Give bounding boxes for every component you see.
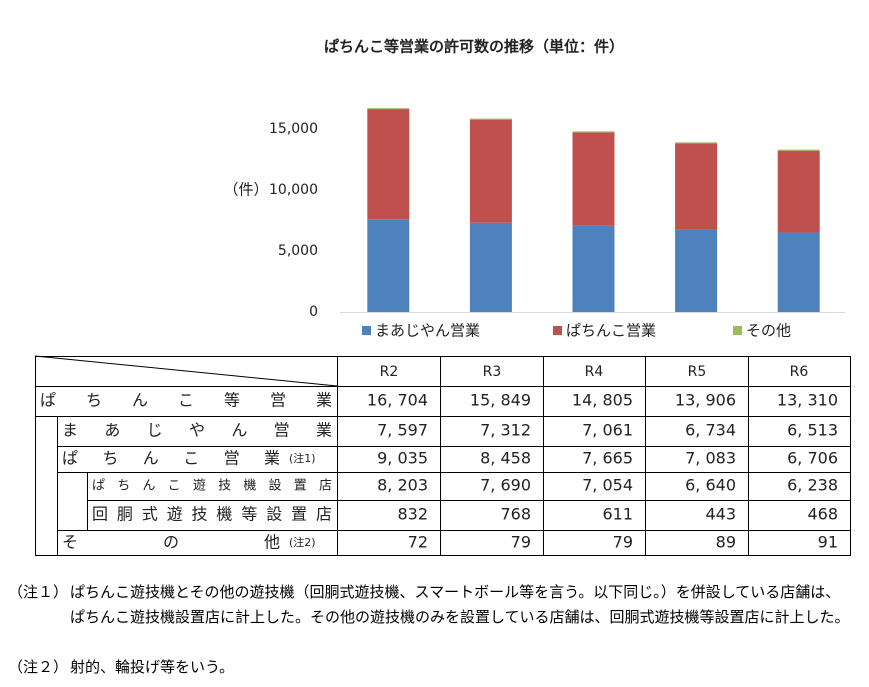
y-axis-label: （件）: [223, 181, 268, 199]
cell: 832: [397, 505, 428, 524]
bar-segment: [367, 108, 410, 110]
cell: 72: [408, 533, 428, 552]
note: （注２） 射的、輪投げ等をいう。: [8, 655, 853, 680]
bar-segment: [367, 219, 410, 312]
legend-label: まあじやん営業: [375, 322, 480, 340]
cell: 79: [511, 533, 531, 552]
row-label: ぱちんこ遊技機設置店: [92, 478, 332, 494]
bar-segment: [572, 132, 615, 226]
cell: 91: [818, 533, 838, 552]
bar-segment: [675, 229, 718, 312]
note: （注１） ぱちんこ遊技機とその他の遊技機（回胴式遊技機、スマートボール等を言う。以…: [8, 580, 853, 630]
cell: 7, 061: [582, 421, 633, 440]
bar-segment: [675, 142, 718, 144]
legend-label: ぱちんこ営業: [566, 322, 656, 340]
row-label: その他: [62, 533, 280, 552]
column-header: R6: [790, 364, 809, 380]
legend-swatch: [733, 326, 742, 335]
table-border: [35, 356, 851, 556]
table: [34, 355, 851, 556]
row-label: ぱちんこ等営業: [40, 391, 332, 410]
y-tick-label: 5,000: [278, 243, 318, 259]
cell: 13, 906: [675, 391, 736, 410]
cell: 6, 238: [787, 476, 838, 495]
cell: 7, 665: [582, 449, 633, 468]
chart: ぱちんこ等営業の許可数の推移（単位：件） （件） 0 5,000 10,000 15,…: [34, 38, 851, 556]
legend-swatch: [362, 326, 371, 335]
cell: 611: [602, 505, 633, 524]
cell: 7, 054: [582, 476, 633, 495]
legend-label: その他: [746, 322, 791, 340]
row-label: まあじやん営業: [62, 421, 332, 440]
row-note: (注1): [289, 451, 316, 465]
y-tick-label: 15,000: [269, 121, 318, 137]
bar-segment: [469, 118, 512, 120]
cell: 89: [716, 533, 736, 552]
column-header: R2: [380, 364, 399, 380]
cell: 468: [807, 505, 838, 524]
row-note: (注2): [289, 535, 316, 549]
cell: 7, 312: [480, 421, 531, 440]
cell: 7, 597: [377, 421, 428, 440]
note-mark: （注２）: [8, 658, 69, 676]
column-header: R5: [688, 364, 707, 380]
cell: 14, 805: [572, 391, 633, 410]
cell: 16, 704: [367, 391, 428, 410]
bar-segment: [777, 232, 820, 312]
bar-segment: [367, 109, 410, 220]
row-label: 回胴式遊技機等設置店: [92, 505, 332, 524]
legend-swatch: [553, 326, 562, 335]
bar-segment: [777, 149, 820, 151]
column-header: R4: [585, 364, 604, 380]
bar-segment: [469, 222, 512, 312]
y-tick-label: 0: [309, 304, 318, 320]
cell: 13, 310: [777, 391, 838, 410]
bar-segment: [777, 150, 820, 233]
cell: 8, 458: [480, 449, 531, 468]
column-header: R3: [483, 364, 502, 380]
cell: 6, 513: [787, 421, 838, 440]
cell: 6, 640: [685, 476, 736, 495]
cell: 15, 849: [470, 391, 531, 410]
cell: 8, 203: [377, 476, 428, 495]
bar-segment: [572, 225, 615, 312]
bar-segment: [675, 143, 718, 230]
cell: 9, 035: [377, 449, 428, 468]
cell: 7, 083: [685, 449, 736, 468]
note-mark: （注１）: [8, 583, 69, 601]
cell: 7, 690: [480, 476, 531, 495]
cell: 6, 706: [787, 449, 838, 468]
row-label: ぱちんこ営業: [62, 449, 280, 468]
note-text: 射的、輪投げ等をいう。: [70, 658, 235, 676]
chart-title: ぱちんこ等営業の許可数の推移（単位：件）: [324, 38, 624, 56]
cell: 79: [613, 533, 633, 552]
bar-segment: [572, 131, 615, 133]
note-text: ぱちんこ遊技機とその他の遊技機（回胴式遊技機、スマートボール等を言う。以下同じ。…: [70, 583, 850, 626]
y-tick-label: 10,000: [269, 182, 318, 198]
cell: 6, 734: [685, 421, 736, 440]
bar-segment: [469, 119, 512, 223]
header-diagonal: [34, 355, 338, 387]
cell: 443: [705, 505, 736, 524]
cell: 768: [500, 505, 531, 524]
